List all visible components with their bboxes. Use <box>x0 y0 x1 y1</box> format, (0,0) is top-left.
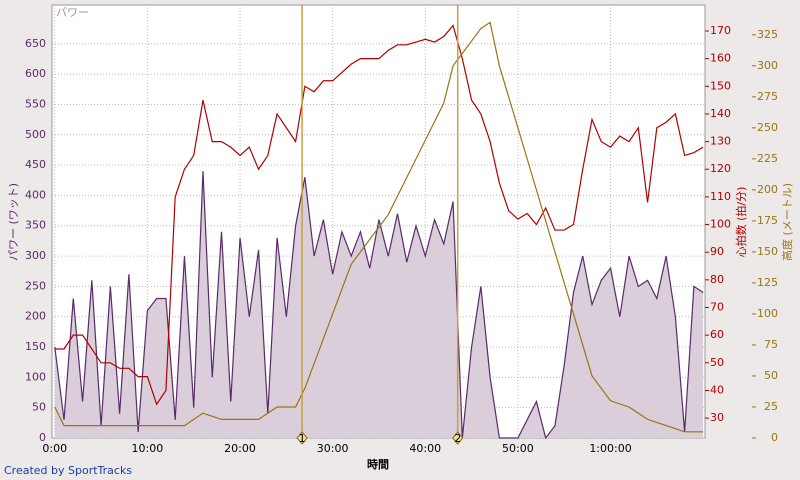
y-tick-label: 400 <box>25 188 46 201</box>
x-tick-label: 50:00 <box>502 442 534 455</box>
y2-tick-label: 120 <box>710 162 731 175</box>
y2-tick-label: 70 <box>710 300 724 313</box>
x-tick-label: 40:00 <box>409 442 441 455</box>
y2-tick-label: 110 <box>710 190 731 203</box>
x-tick-label: 1:00:00 <box>589 442 631 455</box>
y2-tick-label: 60 <box>710 328 724 341</box>
y2-axis-title: 心拍数 (拍/分) <box>734 187 748 258</box>
y2-tick-label: 100 <box>710 218 731 231</box>
x-axis-title: 時間 <box>367 457 389 471</box>
footer: Created by SportTracks <box>4 464 132 477</box>
lap-label: 2 <box>454 432 461 445</box>
y-tick-label: 200 <box>25 310 46 323</box>
y-tick-label: 0 <box>39 431 46 444</box>
lap-diamond <box>452 431 464 445</box>
lap-diamond <box>296 431 308 445</box>
y3-tick-label: 225 <box>757 152 778 165</box>
series-line <box>54 171 704 440</box>
power-area-fill <box>54 171 704 438</box>
y2-tick-label: 50 <box>710 356 724 369</box>
y-tick-label: 250 <box>25 279 46 292</box>
x-tick-label: 10:00 <box>132 442 164 455</box>
y3-tick-label: 200 <box>757 183 778 196</box>
y-tick-label: 100 <box>25 370 46 383</box>
x-tick-label: 20:00 <box>224 442 256 455</box>
y3-tick-label: 0 <box>771 431 778 444</box>
y3-tick-label: 300 <box>757 59 778 72</box>
series-line <box>54 21 704 433</box>
y2-tick-label: 30 <box>710 411 724 424</box>
y3-tick-label: 100 <box>757 307 778 320</box>
y-tick-label: 150 <box>25 340 46 353</box>
y-axis-title: パワー (ワット) <box>7 183 20 261</box>
y-tick-label: 350 <box>25 219 46 232</box>
y2-tick-label: 40 <box>710 383 724 396</box>
y-tick-label: 50 <box>32 401 46 414</box>
y3-tick-label: 250 <box>757 121 778 134</box>
y-tick-label: 600 <box>25 67 46 80</box>
y2-tick-label: 150 <box>710 79 731 92</box>
y3-tick-label: 25 <box>764 400 778 413</box>
y-tick-label: 550 <box>25 97 46 110</box>
y-tick-label: 650 <box>25 37 46 50</box>
y2-tick-label: 130 <box>710 135 731 148</box>
panel-label: パワー <box>56 6 89 19</box>
x-tick-label: 30:00 <box>317 442 349 455</box>
y3-tick-label: 150 <box>757 245 778 258</box>
y3-tick-label: 175 <box>757 214 778 227</box>
y3-tick-label: 325 <box>757 28 778 41</box>
y3-tick-label: 275 <box>757 90 778 103</box>
y2-tick-label: 140 <box>710 107 731 120</box>
lap-label: 1 <box>299 432 306 445</box>
y2-tick-label: 90 <box>710 245 724 258</box>
y2-tick-label: 170 <box>710 24 731 37</box>
y-tick-label: 300 <box>25 249 46 262</box>
y3-tick-label: 125 <box>757 276 778 289</box>
series-line <box>54 24 704 406</box>
y3-tick-label: 50 <box>764 369 778 382</box>
y3-tick-label: 75 <box>764 338 778 351</box>
y2-tick-label: 80 <box>710 273 724 286</box>
y-tick-label: 500 <box>25 128 46 141</box>
x-tick-label: 0:00 <box>42 442 67 455</box>
y-tick-label: 450 <box>25 158 46 171</box>
y3-axis-title: 高度 (メートル) <box>780 183 794 261</box>
y2-tick-label: 160 <box>710 52 731 65</box>
